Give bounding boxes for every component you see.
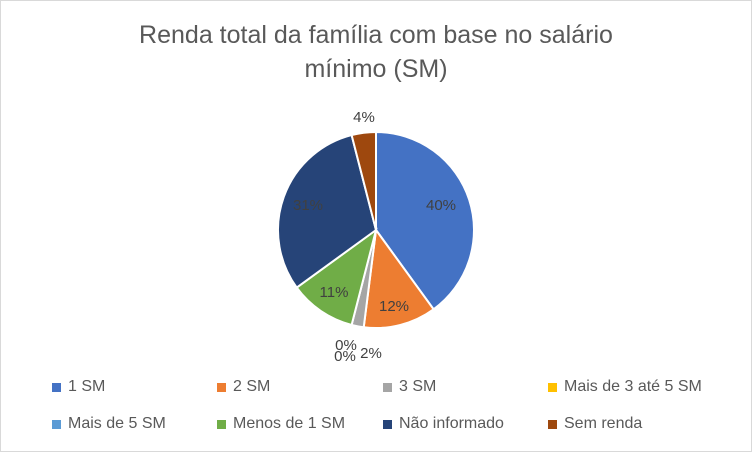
legend-label: Mais de 5 SM (68, 415, 166, 432)
legend-swatch (383, 382, 392, 392)
legend-label: 2 SM (233, 378, 271, 395)
data-label-2-sm: 12% (379, 298, 409, 315)
legend-item-sem-renda: Sem renda (548, 413, 642, 435)
data-label-mais-de-3-at-5-sm: 0% (335, 337, 357, 354)
legend-swatch (548, 419, 557, 429)
legend-item-3-sm: 3 SM (383, 376, 436, 398)
legend-swatch (548, 382, 557, 392)
legend-label: 1 SM (68, 378, 106, 395)
legend-item-2-sm: 2 SM (217, 376, 270, 398)
legend-label: Mais de 3 até 5 SM (564, 378, 702, 395)
pie-slice-2-sm (362, 227, 435, 329)
data-label-mais-de-5-sm: 0% (334, 348, 356, 365)
pie-slice-n-o-informado (277, 133, 378, 289)
pie-slice-sem-renda (350, 130, 377, 231)
legend-item-n-o-informado: Não informado (383, 413, 504, 435)
legend-label: Menos de 1 SM (233, 415, 346, 432)
pie-slice-menos-de-1-sm (295, 227, 378, 327)
legend-item-mais-de-3-at-5-sm: Mais de 3 até 5 SM (548, 376, 702, 398)
legend-label: 3 SM (399, 378, 437, 395)
legend-swatch (52, 419, 61, 429)
legend-swatch (52, 382, 61, 392)
legend-label: Sem renda (564, 415, 643, 432)
chart-title: Renda total da família com base no salár… (0, 18, 752, 86)
legend-item-mais-de-5-sm: Mais de 5 SM (52, 413, 166, 435)
data-label-3-sm: 2% (360, 345, 382, 362)
data-label-1-sm: 40% (426, 197, 456, 214)
legend-item-menos-de-1-sm: Menos de 1 SM (217, 413, 345, 435)
legend-swatch (217, 382, 226, 392)
pie-slice-1-sm (375, 130, 475, 311)
data-label-menos-de-1-sm: 11% (320, 284, 349, 301)
legend-swatch (217, 419, 226, 429)
data-label-n-o-informado: 31% (293, 197, 323, 214)
legend-item-1-sm: 1 SM (52, 376, 105, 398)
data-label-sem-renda: 4% (353, 109, 375, 126)
legend-label: Não informado (399, 415, 504, 432)
chart-title-line-2: mínimo (SM) (304, 55, 448, 83)
legend-swatch (383, 419, 392, 429)
chart-title-line-1: Renda total da família com base no salár… (139, 21, 613, 49)
